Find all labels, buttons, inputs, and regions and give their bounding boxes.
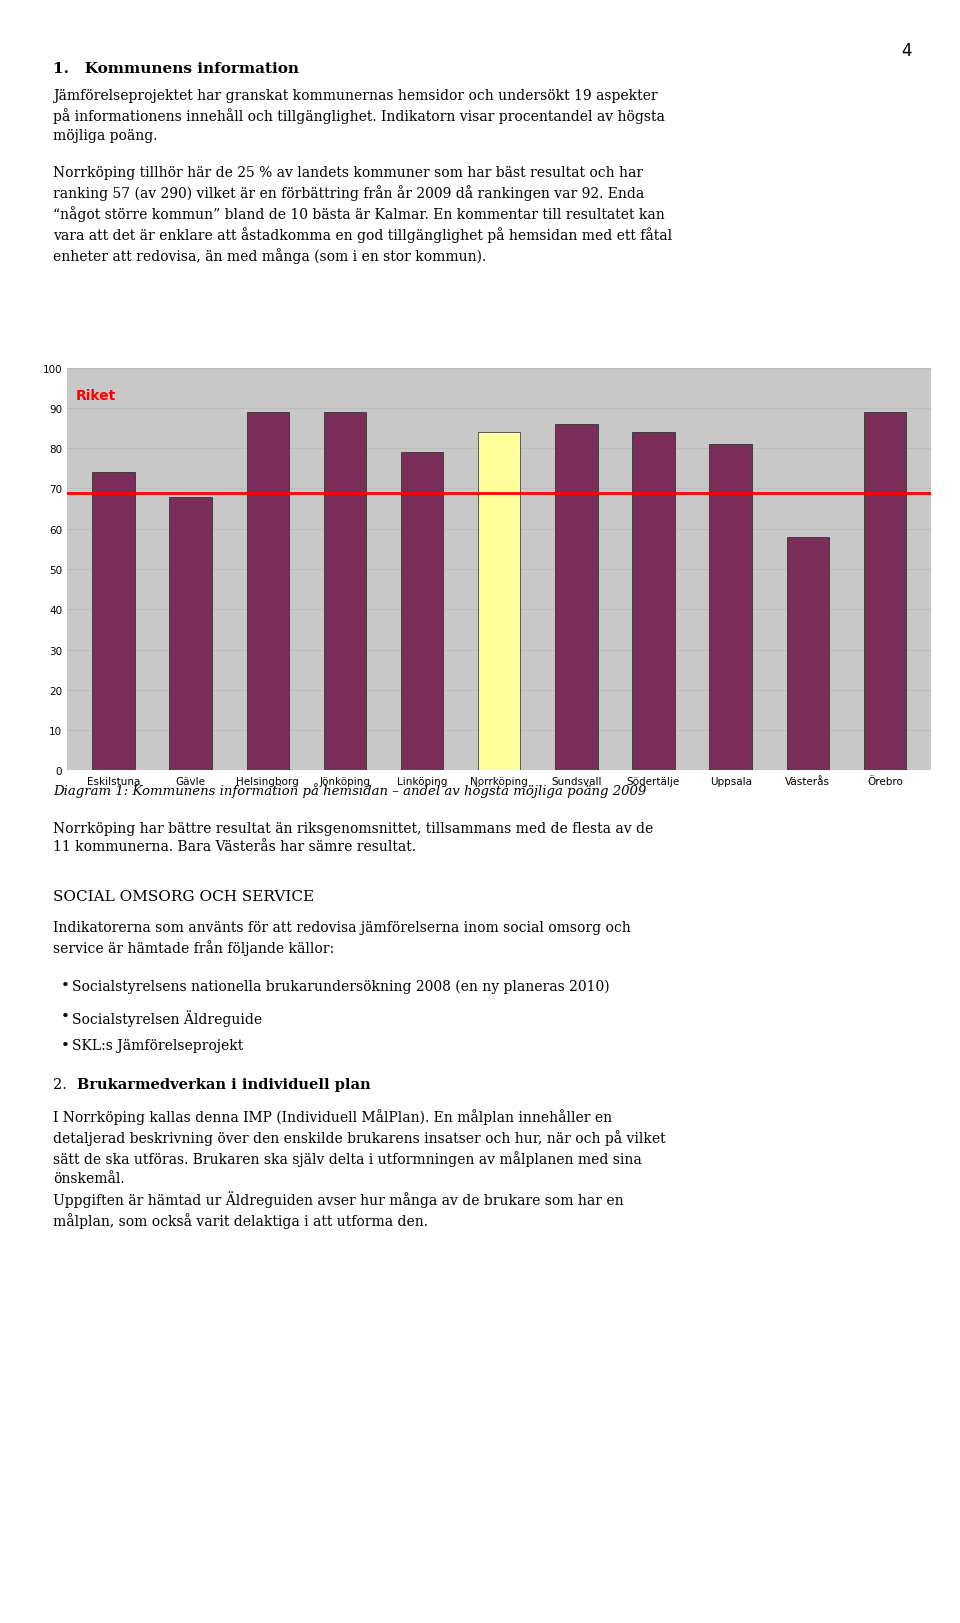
Text: Norrköping har bättre resultat än riksgenomsnittet, tillsammans med de flesta av: Norrköping har bättre resultat än riksge… [53, 821, 653, 854]
Bar [709, 445, 752, 771]
Text: Jämförelseprojektet har granskat kommunernas hemsidor och undersökt 19 aspekter
: Jämförelseprojektet har granskat kommune… [53, 89, 664, 143]
Bar [401, 453, 444, 771]
Text: Socialstyrelsen Äldreguide: Socialstyrelsen Äldreguide [72, 1010, 262, 1026]
Bar [169, 497, 212, 771]
Text: SOCIAL OMSORG OCH SERVICE: SOCIAL OMSORG OCH SERVICE [53, 889, 314, 904]
Text: 2.: 2. [53, 1078, 76, 1092]
Text: Norrköping tillhör här de 25 % av landets kommuner som har bäst resultat och har: Norrköping tillhör här de 25 % av landet… [53, 166, 672, 263]
Text: 4: 4 [901, 42, 912, 60]
Bar [633, 433, 675, 771]
Text: •: • [60, 979, 69, 993]
Text: 1.   Kommunens information: 1. Kommunens information [53, 62, 299, 76]
Bar [478, 433, 520, 771]
Text: •: • [60, 1010, 69, 1024]
Bar [92, 472, 134, 771]
Text: •: • [60, 1039, 69, 1053]
Text: Diagram 1: Kommunens information på hemsidan – andel av högsta möjliga poäng 200: Diagram 1: Kommunens information på hems… [53, 782, 646, 797]
Text: Socialstyrelsens nationella brukarundersökning 2008 (en ny planeras 2010): Socialstyrelsens nationella brukarunders… [72, 979, 610, 993]
Text: Riket: Riket [76, 388, 116, 403]
Bar [324, 412, 366, 771]
Bar [247, 412, 289, 771]
Text: Indikatorerna som använts för att redovisa jämförelserna inom social omsorg och
: Indikatorerna som använts för att redovi… [53, 920, 631, 956]
Bar [555, 425, 597, 771]
Text: Brukarmedverkan i individuell plan: Brukarmedverkan i individuell plan [77, 1078, 371, 1092]
Bar [864, 412, 906, 771]
Text: I Norrköping kallas denna IMP (Individuell MålPlan). En målplan innehåller en
de: I Norrköping kallas denna IMP (Individue… [53, 1109, 665, 1229]
Text: SKL:s Jämförelseprojekt: SKL:s Jämförelseprojekt [72, 1039, 243, 1053]
Bar [786, 537, 829, 771]
